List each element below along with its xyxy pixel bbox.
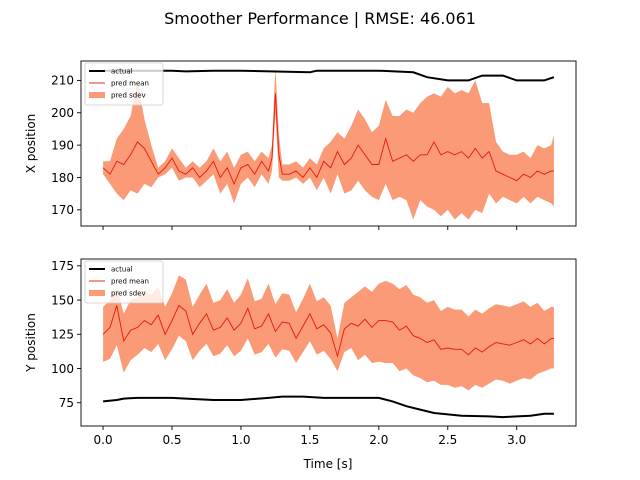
subplot-y-position: 75 100 125 150 175 0.0 0.5 1.0 1.5 2.0 2.5 3.0 Y pos… xyxy=(24,258,577,447)
y-tick-label: 175 xyxy=(51,259,74,273)
y-axis-label: X position xyxy=(24,114,38,174)
legend-label: pred mean xyxy=(111,278,149,286)
y-axis-label: Y position xyxy=(24,313,38,373)
x-tick-label: 0.0 xyxy=(94,433,113,447)
x-tick-label: 2.0 xyxy=(369,433,388,447)
legend-label: pred sdev xyxy=(111,290,146,298)
legend-swatch xyxy=(89,92,105,98)
x-tick-label: 1.5 xyxy=(300,433,319,447)
y-tick-label: 100 xyxy=(51,362,74,376)
legend-label: pred mean xyxy=(111,80,149,88)
axes-frame xyxy=(80,60,577,227)
actual-line xyxy=(103,69,555,82)
y-tick-label: 180 xyxy=(51,171,74,185)
y-tick-label: 125 xyxy=(51,328,74,342)
subplot-x-position: 170 180 190 200 210 X position actual pred mean… xyxy=(24,60,577,230)
plot-area-1 xyxy=(102,275,554,419)
legend: actual pred mean pred sdev xyxy=(84,62,164,106)
legend-label: pred sdev xyxy=(111,92,146,100)
y-tick-label: 170 xyxy=(51,203,74,217)
pred-mean-line xyxy=(102,304,554,358)
plot-area-0 xyxy=(102,67,555,220)
legend-label: actual xyxy=(111,266,133,274)
pred-sdev-band xyxy=(103,67,554,220)
x-tick-label: 3.0 xyxy=(507,433,526,447)
legend-swatch xyxy=(89,290,105,296)
x-tick-label: 1.0 xyxy=(231,433,250,447)
pred-sdev-band xyxy=(103,275,554,391)
legend: actual pred mean pred sdev xyxy=(84,260,164,304)
y-tick-label: 190 xyxy=(51,138,74,152)
pred-mean-line xyxy=(102,93,554,186)
axes-frame xyxy=(80,258,577,427)
y-tick-label: 210 xyxy=(51,74,74,88)
y-tick-label: 75 xyxy=(59,396,74,410)
chart-title: Smoother Performance | RMSE: 46.061 xyxy=(164,9,476,28)
y-tick-label: 200 xyxy=(51,106,74,120)
x-axis-label: Time [s] xyxy=(303,457,353,471)
y-tick-label: 150 xyxy=(51,293,74,307)
legend-label: actual xyxy=(111,68,133,76)
actual-line xyxy=(102,395,554,419)
x-tick-label: 2.5 xyxy=(438,433,457,447)
x-tick-label: 0.5 xyxy=(162,433,181,447)
